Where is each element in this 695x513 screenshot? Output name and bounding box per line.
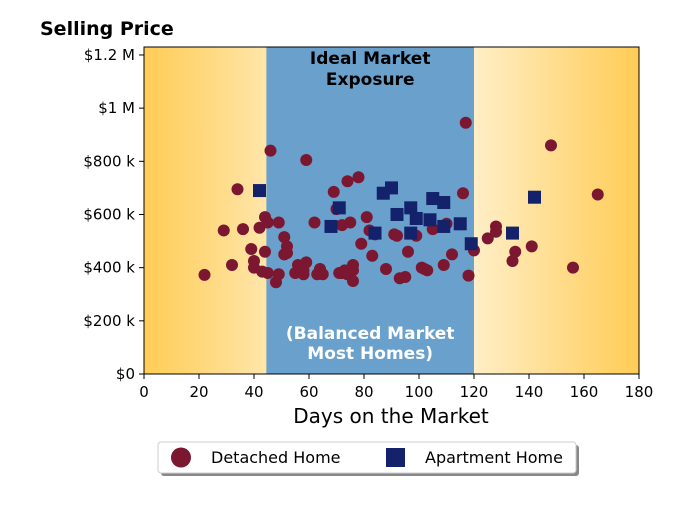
apartment-point-3 — [368, 226, 382, 240]
detached-point-69 — [481, 232, 494, 245]
x-tick-label-8: 160 — [570, 383, 599, 401]
apartment-point-17 — [528, 190, 541, 204]
x-tick-label-1: 20 — [189, 383, 208, 401]
detached-point-55 — [399, 270, 412, 283]
x-tick-label-7: 140 — [515, 383, 544, 401]
legend-label-apartment: Apartment Home — [425, 448, 563, 467]
apartment-point-12 — [437, 219, 451, 233]
apartment-point-11 — [426, 192, 440, 206]
legend-marker-apartment — [386, 448, 405, 467]
detached-point-51 — [380, 262, 392, 275]
x-tick-label-9: 180 — [625, 383, 654, 401]
detached-point-66 — [459, 116, 472, 129]
detached-point-49 — [366, 249, 379, 262]
detached-point-56 — [402, 245, 414, 258]
region-label-bottom-line-1: (Balanced Market — [286, 324, 455, 344]
detached-point-21 — [281, 247, 293, 260]
apartment-point-9 — [409, 211, 423, 225]
detached-point-2 — [226, 259, 238, 271]
detached-point-5 — [245, 243, 258, 256]
detached-point-41 — [344, 216, 357, 229]
detached-point-47 — [360, 211, 373, 224]
legend-label-detached: Detached Home — [211, 448, 341, 467]
detached-point-76 — [567, 261, 579, 274]
detached-point-14 — [264, 144, 277, 157]
detached-point-16 — [272, 216, 285, 229]
detached-point-77 — [591, 188, 604, 201]
detached-point-64 — [446, 248, 458, 261]
detached-point-40 — [341, 175, 354, 188]
apartment-point-5 — [385, 181, 398, 195]
detached-point-65 — [457, 187, 469, 200]
plot-area: Ideal Market Exposure (Balanced Market M… — [143, 46, 640, 375]
x-tick-label-5: 100 — [405, 383, 434, 401]
detached-point-18 — [278, 231, 291, 244]
apartment-point-0 — [253, 184, 266, 198]
apartment-point-6 — [390, 207, 404, 221]
y-tick-label-0: $0 — [116, 365, 135, 383]
apartment-point-8 — [404, 226, 418, 240]
detached-point-74 — [525, 240, 538, 253]
detached-point-1 — [217, 224, 230, 237]
detached-point-4 — [237, 223, 249, 236]
detached-point-32 — [316, 268, 329, 281]
detached-point-60 — [421, 264, 434, 277]
y-tick-label-3: $600 k — [83, 205, 135, 223]
y-axis-title: Selling Price — [40, 18, 174, 40]
detached-point-67 — [462, 269, 475, 282]
detached-point-28 — [300, 256, 313, 269]
plot-frame — [143, 46, 640, 375]
detached-point-72 — [506, 255, 519, 268]
detached-point-0 — [198, 268, 211, 281]
detached-point-11 — [259, 245, 271, 258]
legend-box — [157, 441, 577, 474]
detached-point-27 — [300, 153, 313, 166]
x-tick-label-2: 40 — [244, 383, 263, 401]
y-tick-label-5: $1 M — [98, 99, 135, 117]
legend-marker-detached — [171, 447, 191, 468]
detached-point-45 — [352, 171, 365, 184]
apartment-point-1 — [324, 219, 338, 233]
detached-point-17 — [272, 268, 285, 281]
detached-point-44 — [347, 274, 359, 287]
ideal-market-region — [266, 47, 474, 374]
legend: Detached Home Apartment Home — [157, 441, 579, 476]
detached-point-3 — [231, 183, 244, 196]
y-tick-label-6: $1.2 M — [84, 46, 135, 64]
y-tick-label-2: $400 k — [83, 259, 135, 277]
x-axis-title: Days on the Market — [293, 404, 489, 428]
x-tick-label-0: 0 — [139, 383, 149, 401]
detached-point-46 — [355, 237, 368, 250]
apartment-point-2 — [332, 201, 346, 215]
detached-point-71 — [490, 225, 502, 238]
region-label-top-line-2: Exposure — [326, 70, 415, 90]
data-points — [198, 116, 604, 289]
detached-point-43 — [347, 259, 359, 271]
apartment-point-16 — [506, 226, 519, 240]
detached-point-53 — [391, 229, 403, 242]
detached-point-62 — [437, 259, 450, 271]
detached-point-75 — [545, 139, 557, 152]
y-tick-label-1: $200 k — [83, 312, 135, 330]
apartment-point-7 — [404, 201, 418, 215]
x-tick-label-3: 60 — [299, 383, 318, 401]
region-label-top-line-1: Ideal Market — [310, 49, 431, 69]
x-tick-label-6: 120 — [460, 383, 489, 401]
x-tick-label-4: 80 — [354, 383, 373, 401]
apartment-point-15 — [464, 237, 478, 251]
detached-point-12 — [261, 216, 274, 229]
y-axis: $0 $200 k $400 k $600 k $800 k $1 M $1.2 M — [83, 46, 144, 383]
detached-point-33 — [327, 185, 340, 198]
detached-point-73 — [509, 245, 522, 258]
detached-point-13 — [261, 266, 274, 279]
region-label-bottom-line-2: Most Homes) — [307, 344, 433, 364]
apartment-point-14 — [453, 217, 467, 231]
x-axis: 0 20 40 60 80 100 120 140 160 180 — [139, 374, 653, 401]
y-tick-label-4: $800 k — [83, 152, 135, 170]
apartment-point-13 — [437, 196, 451, 210]
apartment-point-10 — [423, 213, 437, 227]
detached-point-29 — [308, 216, 321, 229]
